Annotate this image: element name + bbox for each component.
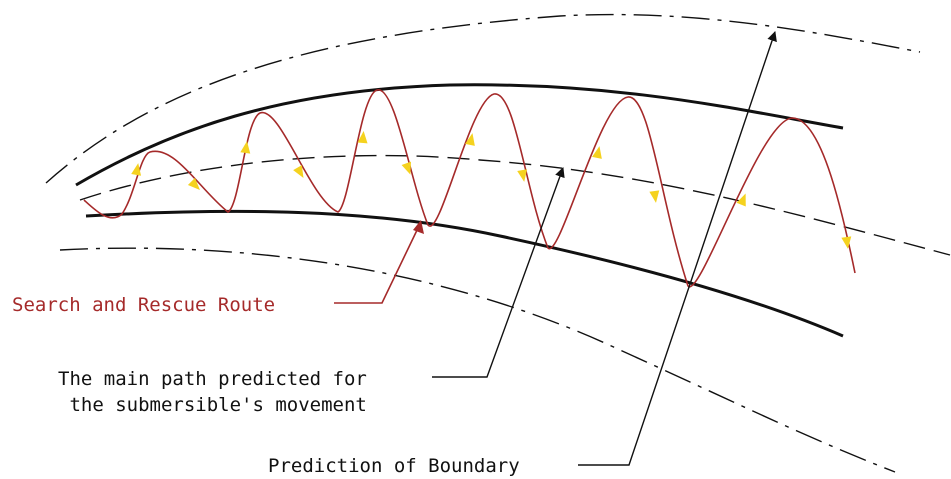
route-leader-arrowhead	[413, 220, 424, 234]
boundary-leader-line	[578, 31, 777, 466]
route-leader-line	[334, 225, 420, 304]
label-main-path-line2: the submersible's movement	[69, 394, 367, 416]
outer-boundary-top	[45, 13, 921, 184]
route-arrow	[187, 177, 200, 190]
main-path-leader-line	[432, 167, 565, 378]
route-arrow	[736, 193, 746, 207]
outer-boundary-bottom	[59, 247, 896, 473]
route-arrow	[401, 161, 411, 175]
center-predicted-path	[79, 154, 951, 256]
search-band-upper	[75, 83, 844, 187]
search-rescue-route	[83, 89, 856, 288]
route-arrow	[357, 131, 368, 144]
label-main-path: The main path predicted for the submersi…	[58, 366, 367, 418]
label-main-path-line1: The main path predicted for	[58, 368, 367, 390]
route-direction-arrows	[131, 131, 852, 249]
label-search-rescue-route: Search and Rescue Route	[12, 294, 276, 316]
route-arrow	[293, 165, 304, 179]
route-arrow	[465, 133, 475, 146]
route-arrow	[649, 190, 660, 203]
label-prediction-boundary: Prediction of Boundary	[268, 455, 520, 477]
search-band-lower	[85, 209, 844, 338]
route-arrow	[592, 146, 602, 159]
route-arrow	[131, 163, 142, 176]
route-arrow	[841, 236, 852, 249]
route-arrow	[240, 141, 251, 154]
route-arrow	[517, 169, 528, 182]
